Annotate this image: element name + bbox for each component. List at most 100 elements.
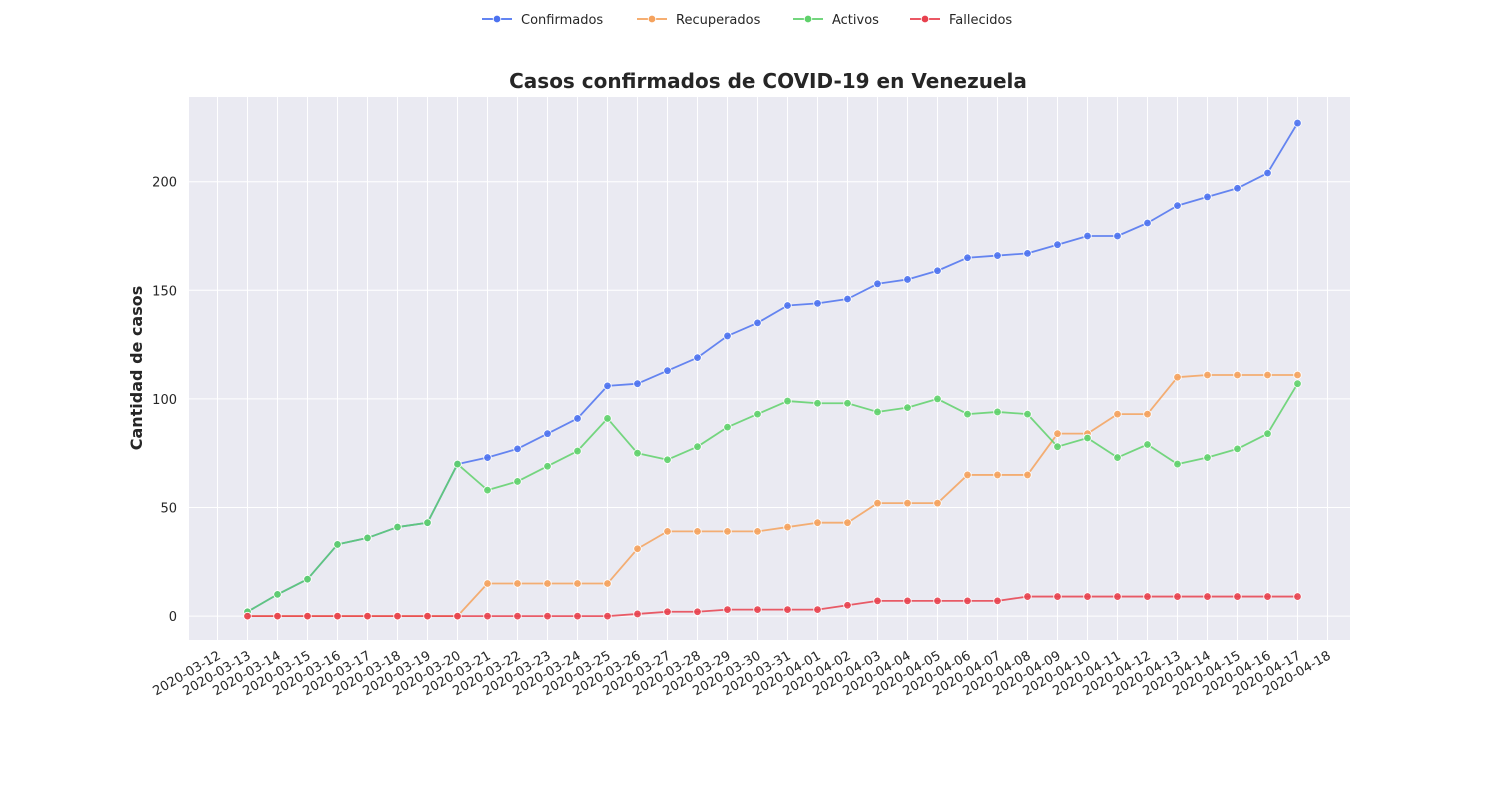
data-point <box>693 607 702 616</box>
data-point <box>1203 192 1212 202</box>
data-point <box>1143 218 1152 228</box>
data-point <box>663 527 672 536</box>
y-axis-ticks: 0 50 100 150 200 <box>152 176 177 625</box>
data-point <box>633 449 642 458</box>
data-point <box>933 394 942 404</box>
data-point <box>663 455 672 464</box>
data-point <box>1203 453 1212 462</box>
data-point <box>1173 372 1182 382</box>
data-point <box>933 266 942 275</box>
data-point <box>573 611 582 621</box>
data-point <box>783 605 792 614</box>
data-point <box>843 518 852 527</box>
legend-item-confirmados: Confirmados <box>482 13 603 28</box>
data-point <box>1203 592 1212 601</box>
data-point <box>453 459 462 469</box>
data-point <box>603 381 612 391</box>
legend-swatch-marker <box>492 14 502 24</box>
y-tick-label: 200 <box>152 176 177 191</box>
data-point <box>573 414 582 423</box>
data-point <box>753 409 762 419</box>
y-axis-title: Cantidad de casos <box>127 286 146 451</box>
data-point <box>1233 370 1242 380</box>
y-tick-label: 150 <box>152 284 177 299</box>
data-point <box>1293 370 1302 380</box>
data-point <box>273 590 282 599</box>
data-point <box>1083 433 1092 443</box>
data-point <box>513 444 522 454</box>
data-point <box>873 596 882 606</box>
data-point <box>933 596 942 606</box>
data-point <box>843 399 852 408</box>
data-point <box>663 607 672 616</box>
data-point <box>753 318 762 328</box>
data-point <box>633 379 642 388</box>
data-point <box>1233 592 1242 601</box>
data-point <box>1023 592 1032 601</box>
data-point <box>603 611 612 621</box>
data-point <box>1263 429 1272 438</box>
data-point <box>963 596 972 606</box>
data-point <box>1293 592 1302 601</box>
data-point <box>903 596 912 606</box>
data-point <box>573 446 582 456</box>
data-point <box>1113 592 1122 601</box>
data-point <box>783 301 792 310</box>
data-point <box>363 611 372 621</box>
data-point <box>693 353 702 362</box>
data-point <box>1023 409 1032 419</box>
data-point <box>813 605 822 614</box>
data-point <box>843 601 852 610</box>
plot-area <box>189 97 1350 640</box>
data-point <box>1263 370 1272 380</box>
legend-item-recuperados: Recuperados <box>637 13 761 28</box>
data-point <box>1113 231 1122 241</box>
data-point <box>1053 240 1062 249</box>
legend-label: Confirmados <box>521 13 603 28</box>
data-point <box>783 396 792 406</box>
data-point <box>483 453 492 462</box>
data-point <box>1293 118 1302 128</box>
data-point <box>1203 370 1212 380</box>
data-point <box>303 574 312 584</box>
legend-label: Recuperados <box>676 13 761 28</box>
legend-item-activos: Activos <box>793 13 879 28</box>
data-point <box>903 275 912 284</box>
data-point <box>483 579 492 588</box>
data-point <box>753 527 762 536</box>
data-point <box>513 611 522 621</box>
data-point <box>423 611 432 621</box>
data-point <box>813 299 822 308</box>
data-point <box>513 579 522 588</box>
data-point <box>873 498 882 508</box>
series-activos <box>243 379 1302 616</box>
y-tick-label: 0 <box>169 610 177 625</box>
data-point <box>993 407 1002 417</box>
data-point <box>1263 168 1272 178</box>
data-point <box>993 596 1002 606</box>
data-point <box>1233 444 1242 454</box>
data-point <box>423 518 432 527</box>
data-point <box>1173 201 1182 210</box>
data-point <box>843 294 852 304</box>
data-point <box>813 399 822 408</box>
data-point <box>633 544 642 553</box>
chart-title: Casos confirmados de COVID-19 en Venezue… <box>509 69 1027 93</box>
data-point <box>1083 592 1092 601</box>
data-point <box>543 579 552 588</box>
data-point <box>1113 453 1122 462</box>
data-point <box>723 422 732 432</box>
data-point <box>1053 429 1062 438</box>
data-point <box>513 477 522 486</box>
data-point <box>993 251 1002 260</box>
data-point <box>1083 231 1092 241</box>
data-point <box>633 609 642 619</box>
data-point <box>393 522 402 532</box>
series-line <box>247 383 1299 613</box>
y-tick-label: 100 <box>152 393 177 408</box>
legend-label: Fallecidos <box>949 13 1012 28</box>
data-point <box>1053 592 1062 601</box>
y-tick-label: 50 <box>160 502 177 517</box>
